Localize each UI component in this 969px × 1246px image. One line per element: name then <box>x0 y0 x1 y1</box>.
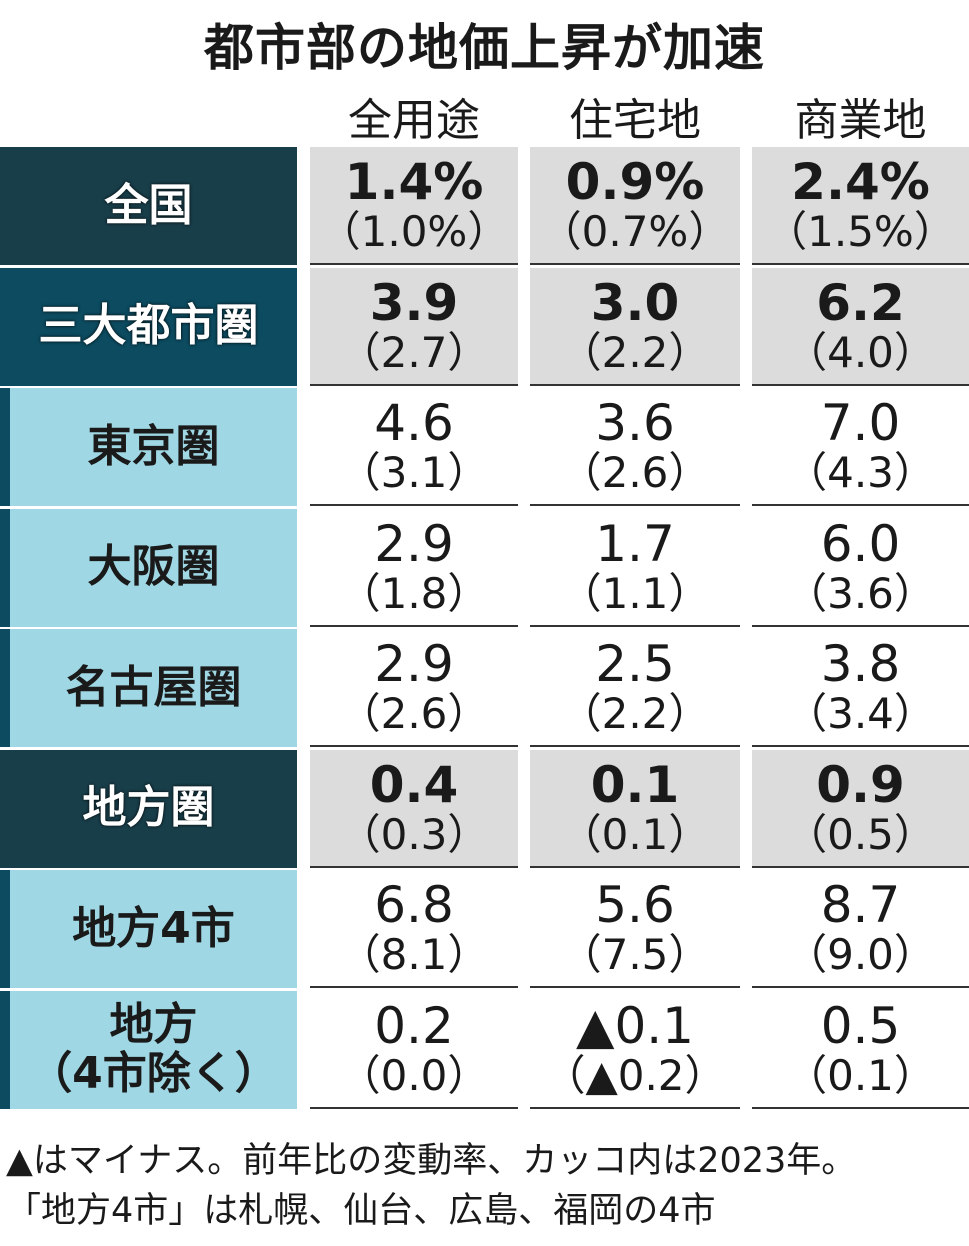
cell-prev-value: （0.0） <box>338 1050 490 1100</box>
cell-prev-value: （4.3） <box>785 448 936 497</box>
row-label-line: 三大都市圏 <box>38 300 259 352</box>
footnote: 「地方4市」は札幌、仙台、広島、福岡の4市 <box>6 1191 716 1231</box>
row-label: 地方圏 <box>0 749 297 868</box>
cell-value: 3.8 <box>820 635 901 693</box>
data-cell: 0.4 （0.3） <box>310 749 518 868</box>
cell-value: 0.5 <box>820 996 901 1055</box>
row-label-line: 大阪圏 <box>87 541 220 593</box>
cell-value: 6.8 <box>374 876 454 934</box>
row-label-line: 地方 <box>109 999 198 1051</box>
cell-prev-value: （0.5） <box>785 809 936 859</box>
row-label-line: 地方圏 <box>82 782 215 834</box>
data-cell: 1.7 （1.1） <box>530 509 740 627</box>
data-cell: 0.9 （0.5） <box>752 749 969 868</box>
cell-value: 0.9 <box>816 755 905 814</box>
cell-value: 0.2 <box>374 996 454 1055</box>
row-label-line: 東京圏 <box>87 420 220 472</box>
cell-prev-value: （1.1） <box>559 568 711 618</box>
row-label-line: 地方4市 <box>72 902 235 954</box>
data-cell: 3.0 （2.2） <box>530 267 740 386</box>
cell-prev-value: （4.0） <box>785 327 936 377</box>
cell-value: 6.0 <box>820 514 901 573</box>
data-cell: 2.9 （2.6） <box>310 629 518 747</box>
data-cell: 4.6 （3.1） <box>310 388 518 506</box>
data-cell: 2.9 （1.8） <box>310 509 518 627</box>
cell-value: 0.1 <box>590 755 680 814</box>
data-cell: 0.9% （0.7%） <box>530 147 740 265</box>
cell-value: 0.4 <box>369 755 459 814</box>
cell-prev-value: （▲0.2） <box>543 1050 727 1100</box>
column-header: 商業地 <box>794 95 927 146</box>
cell-prev-value: （0.3） <box>338 809 490 859</box>
data-cell: 3.9 （2.7） <box>310 267 518 386</box>
cell-value: 1.7 <box>595 514 675 573</box>
cell-value: ▲0.1 <box>576 996 694 1055</box>
title: 都市部の地価上昇が加速 <box>204 19 765 77</box>
row-label: 全国 <box>0 147 297 265</box>
column-header: 住宅地 <box>569 95 701 146</box>
data-cell: 8.7 （9.0） <box>752 870 969 988</box>
data-cell: 0.5 （0.1） <box>752 991 969 1109</box>
cell-prev-value: （0.7%） <box>539 207 731 256</box>
cell-prev-value: （1.5%） <box>765 207 956 256</box>
cell-prev-value: （2.2） <box>559 689 711 738</box>
cell-value: 3.9 <box>369 273 459 332</box>
data-cell: 0.2 （0.0） <box>310 991 518 1109</box>
data-cell: 1.4% （1.0%） <box>310 147 518 265</box>
cell-value: 4.6 <box>374 394 454 452</box>
column-header: 全用途 <box>348 95 480 146</box>
row-label: 地方4市 <box>0 870 297 988</box>
data-cell: 7.0 （4.3） <box>752 388 969 506</box>
data-cell: 6.0 （3.6） <box>752 509 969 627</box>
row-label-line: （4市除く） <box>28 1047 279 1099</box>
data-cell: ▲0.1 （▲0.2） <box>530 991 740 1109</box>
cell-prev-value: （9.0） <box>785 930 936 979</box>
row-label: 三大都市圏 <box>0 267 297 386</box>
cell-value: 7.0 <box>820 394 901 452</box>
data-cell: 2.5 （2.2） <box>530 629 740 747</box>
cell-value: 0.9% <box>565 153 705 211</box>
cell-prev-value: （1.8） <box>338 568 490 618</box>
cell-prev-value: （0.1） <box>559 809 711 859</box>
row-label: 東京圏 <box>0 388 297 506</box>
cell-value: 2.4% <box>791 153 930 211</box>
data-cell: 6.2 （4.0） <box>752 267 969 386</box>
cell-value: 3.6 <box>595 394 675 452</box>
cell-value: 2.9 <box>374 635 454 693</box>
row-label-line: 全国 <box>104 179 193 231</box>
cell-prev-value: （1.0%） <box>318 207 510 256</box>
cell-value: 3.0 <box>590 273 680 332</box>
cell-value: 2.5 <box>595 635 675 693</box>
cell-prev-value: （2.7） <box>338 327 490 377</box>
row-label-line: 名古屋圏 <box>65 661 242 713</box>
row-label: 名古屋圏 <box>0 629 297 747</box>
data-cell: 3.6 （2.6） <box>530 388 740 506</box>
cell-value: 5.6 <box>595 876 675 934</box>
cell-prev-value: （0.1） <box>785 1050 936 1100</box>
cell-prev-value: （3.4） <box>785 689 936 738</box>
footnote: ▲はマイナス。前年比の変動率、カッコ内は2023年。 <box>6 1141 857 1181</box>
cell-prev-value: （7.5） <box>559 930 711 979</box>
data-cell: 6.8 （8.1） <box>310 870 518 988</box>
data-cell: 0.1 （0.1） <box>530 749 740 868</box>
cell-prev-value: （3.6） <box>785 568 936 618</box>
cell-prev-value: （2.2） <box>559 327 711 377</box>
data-cell: 5.6 （7.5） <box>530 870 740 988</box>
row-label: 大阪圏 <box>0 508 297 627</box>
row-label: 地方 （4市除く） <box>0 990 297 1109</box>
cell-value: 1.4% <box>344 153 484 211</box>
cell-prev-value: （2.6） <box>338 689 490 738</box>
data-cell: 2.4% （1.5%） <box>752 147 969 265</box>
cell-prev-value: （3.1） <box>338 448 490 497</box>
cell-value: 6.2 <box>816 273 905 332</box>
cell-value: 8.7 <box>820 876 901 934</box>
cell-value: 2.9 <box>374 514 454 573</box>
cell-prev-value: （2.6） <box>559 448 711 497</box>
data-cell: 3.8 （3.4） <box>752 629 969 747</box>
cell-prev-value: （8.1） <box>338 930 490 979</box>
